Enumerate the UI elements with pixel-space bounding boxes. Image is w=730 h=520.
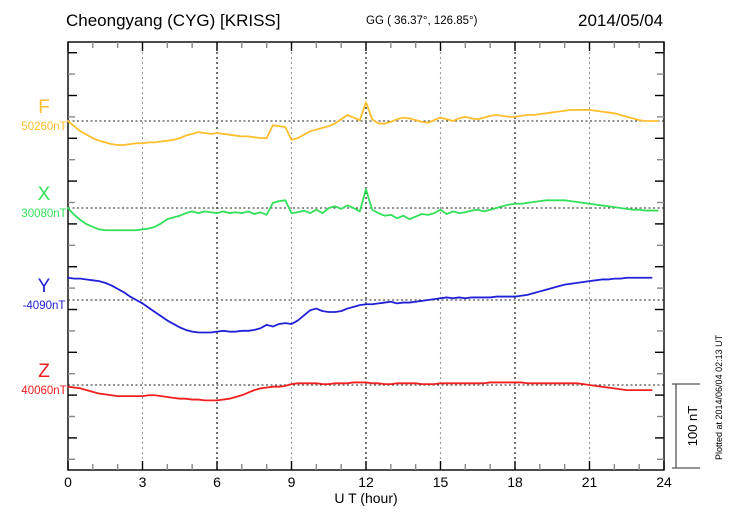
plot-area [67, 41, 665, 471]
baseline-reference-lines [68, 120, 664, 386]
x-tick-label-9: 9 [288, 474, 296, 490]
component-label-Z: Z [38, 361, 50, 382]
plot-frame [67, 41, 665, 471]
component-baseline-Y: -4090nT [23, 300, 66, 312]
x-tick-label-24: 24 [656, 474, 672, 490]
x-axis-ticks [67, 42, 665, 470]
y-axis-ticks [68, 52, 664, 460]
trace-Y [67, 276, 653, 334]
trace-X [67, 188, 659, 232]
plotted-timestamp: Plotted at 2014/06/04 02:13 UT [714, 334, 724, 460]
page-title: Cheongyang (CYG) [KRISS] [66, 11, 280, 30]
x-tick-label-21: 21 [582, 474, 598, 490]
component-legend: F 50260nT X 30080nT Y -4090nT Z 40060nT [21, 97, 66, 397]
x-tick-label-0: 0 [64, 474, 72, 490]
x-tick-label-3: 3 [139, 474, 147, 490]
component-baseline-F: 50260nT [21, 121, 66, 133]
component-label-Y: Y [38, 276, 51, 297]
component-baseline-Z: 40060nT [21, 385, 66, 397]
vertical-gridlines [141, 42, 591, 470]
observation-date: 2014/05/04 [578, 11, 663, 30]
x-tick-label-18: 18 [507, 474, 523, 490]
x-tick-label-12: 12 [358, 474, 374, 490]
scale-bar-bracket [672, 383, 700, 469]
component-label-F: F [38, 97, 50, 118]
component-baseline-X: 30080nT [21, 208, 66, 220]
scale-bar: 100 nT [672, 383, 700, 469]
scale-bar-label: 100 nT [685, 406, 700, 447]
component-label-X: X [38, 184, 51, 205]
station-coordinates: GG ( 36.37°, 126.85°) [366, 15, 478, 27]
x-axis-title: U T (hour) [334, 490, 397, 506]
trace-Z [67, 381, 653, 402]
data-traces [67, 101, 659, 402]
x-tick-label-15: 15 [433, 474, 449, 490]
trace-F [67, 101, 659, 146]
x-axis-tick-labels: 0 3 6 9 12 15 18 21 24 [64, 474, 672, 490]
x-tick-label-6: 6 [213, 474, 221, 490]
